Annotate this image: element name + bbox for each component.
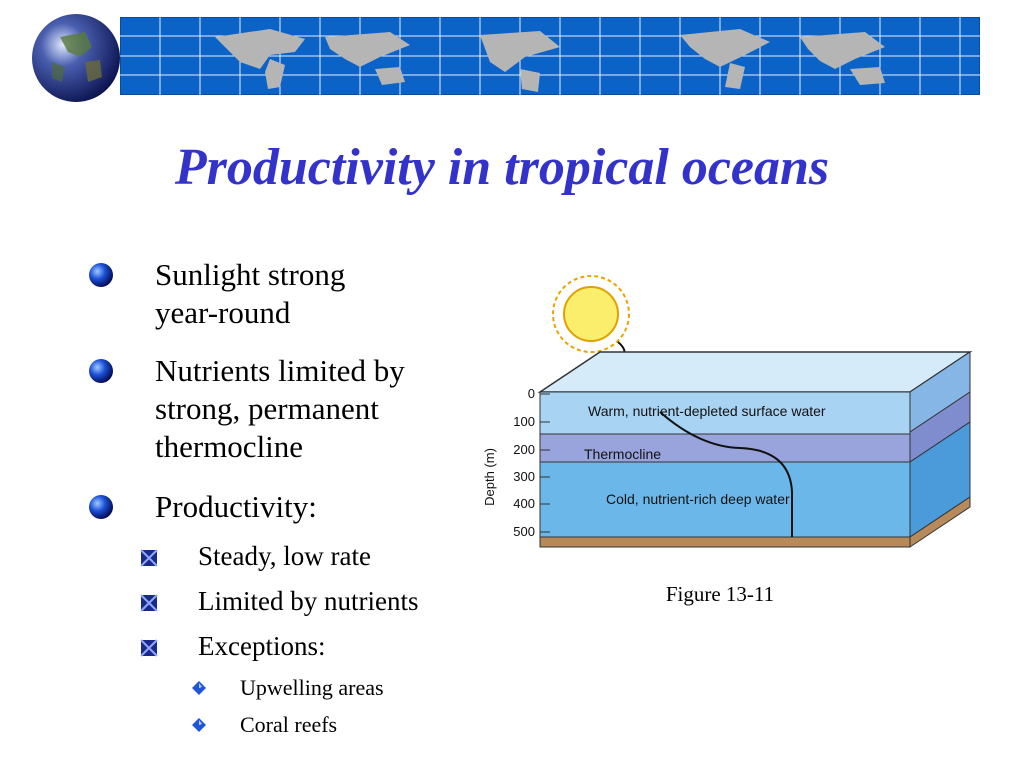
globe-icon [32, 14, 120, 102]
depth-tick-label: 500 [513, 524, 535, 539]
deep-layer-label: Cold, nutrient-rich deep water [606, 491, 790, 507]
sub-bullet-exceptions: Exceptions: [198, 631, 326, 661]
bullet-text-line: thermocline [155, 429, 304, 464]
world-map-banner [120, 17, 980, 95]
sub-sub-bullet-coral: Coral reefs [240, 712, 338, 737]
bullet-sunlight: Sunlight strong year-round [155, 256, 485, 332]
depth-axis-label: Depth (m) [482, 448, 497, 506]
depth-tick-label: 300 [513, 469, 535, 484]
depth-tick-label: 100 [513, 414, 535, 429]
bullet-text-line: Productivity: [155, 489, 317, 524]
sub-sub-bullet-upwelling: Upwelling areas [240, 675, 384, 700]
bullet-productivity: Productivity: [155, 488, 485, 526]
bullet-square-icon [140, 639, 158, 657]
bullet-nutrients: Nutrients limited by strong, permanent t… [155, 352, 485, 466]
ocean-layers-figure: 0 100 200 300 400 500 Depth (m) Warm, nu… [482, 275, 973, 548]
bullet-text-line: Nutrients limited by [155, 353, 405, 388]
bullet-sphere-icon [89, 495, 113, 519]
thermocline-layer-label: Thermocline [584, 446, 661, 462]
bullet-text-line: year-round [155, 295, 291, 330]
bullet-text-line: strong, permanent [155, 391, 379, 426]
slide-title: Productivity in tropical oceans [174, 139, 830, 196]
depth-tick-label: 400 [513, 496, 535, 511]
sub-bullet-limited: Limited by nutrients [198, 586, 419, 616]
sub-bullet-steady: Steady, low rate [198, 541, 371, 571]
bullet-square-icon [140, 594, 158, 612]
figure-caption: Figure 13-11 [665, 582, 775, 606]
bullet-sphere-icon [89, 263, 113, 287]
bullet-text-line: Sunlight strong [155, 257, 346, 292]
depth-tick-label: 200 [513, 442, 535, 457]
sun-icon [552, 275, 630, 353]
bullet-diamond-icon [192, 718, 206, 732]
bullet-diamond-icon [192, 681, 206, 695]
bullet-square-icon [140, 549, 158, 567]
depth-tick-label: 0 [528, 386, 535, 401]
bullet-sphere-icon [89, 359, 113, 383]
surface-layer-label: Warm, nutrient-depleted surface water [588, 403, 826, 419]
